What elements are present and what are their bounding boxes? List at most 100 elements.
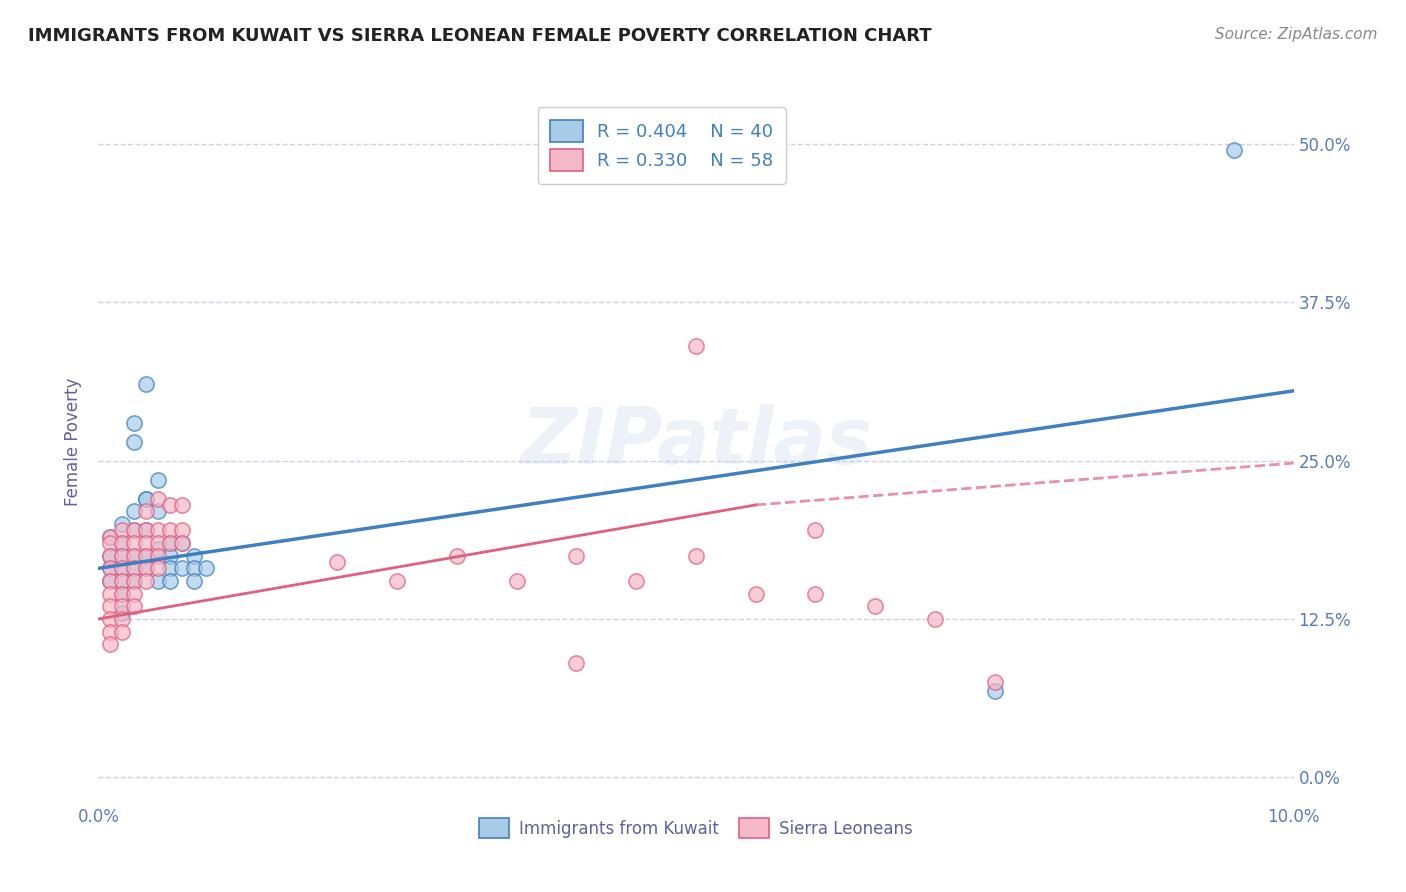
Point	[1223, 143, 1246, 157]
Point	[111, 574, 134, 588]
Point	[111, 599, 134, 614]
Point	[685, 339, 707, 353]
Point	[148, 561, 170, 575]
Point	[124, 504, 146, 518]
Point	[148, 542, 170, 557]
Text: Source: ZipAtlas.com: Source: ZipAtlas.com	[1215, 27, 1378, 42]
Point	[111, 574, 134, 588]
Point	[111, 606, 134, 620]
Point	[135, 491, 157, 506]
Point	[111, 549, 134, 563]
Point	[124, 587, 146, 601]
Point	[626, 574, 648, 588]
Point	[148, 473, 170, 487]
Y-axis label: Female Poverty: Female Poverty	[65, 377, 83, 506]
Point	[98, 574, 122, 588]
Point	[565, 549, 588, 563]
Point	[98, 561, 122, 575]
Point	[172, 536, 194, 550]
Point	[148, 491, 170, 506]
Point	[135, 491, 157, 506]
Point	[159, 574, 181, 588]
Point	[98, 530, 122, 544]
Point	[124, 561, 146, 575]
Point	[98, 549, 122, 563]
Point	[111, 536, 134, 550]
Point	[98, 587, 122, 601]
Point	[111, 587, 134, 601]
Point	[135, 523, 157, 537]
Point	[111, 561, 134, 575]
Point	[172, 523, 194, 537]
Point	[111, 587, 134, 601]
Point	[159, 561, 181, 575]
Point	[865, 599, 887, 614]
Text: IMMIGRANTS FROM KUWAIT VS SIERRA LEONEAN FEMALE POVERTY CORRELATION CHART: IMMIGRANTS FROM KUWAIT VS SIERRA LEONEAN…	[28, 27, 932, 45]
Point	[98, 549, 122, 563]
Point	[135, 504, 157, 518]
Point	[148, 549, 170, 563]
Point	[111, 561, 134, 575]
Point	[98, 637, 122, 651]
Point	[135, 549, 157, 563]
Point	[159, 498, 181, 512]
Point	[159, 536, 181, 550]
Point	[446, 549, 468, 563]
Point	[111, 523, 134, 537]
Point	[172, 561, 194, 575]
Point	[183, 561, 205, 575]
Point	[159, 549, 181, 563]
Point	[98, 612, 122, 626]
Point	[685, 549, 707, 563]
Point	[159, 523, 181, 537]
Point	[124, 574, 146, 588]
Point	[385, 574, 409, 588]
Point	[565, 657, 588, 671]
Text: ZIPatlas: ZIPatlas	[520, 403, 872, 480]
Point	[124, 549, 146, 563]
Point	[135, 549, 157, 563]
Point	[124, 574, 146, 588]
Point	[111, 549, 134, 563]
Point	[159, 536, 181, 550]
Point	[124, 549, 146, 563]
Point	[506, 574, 529, 588]
Point	[172, 536, 194, 550]
Point	[111, 516, 134, 531]
Point	[98, 624, 122, 639]
Point	[111, 624, 134, 639]
Point	[124, 599, 146, 614]
Point	[135, 574, 157, 588]
Point	[172, 498, 194, 512]
Point	[98, 574, 122, 588]
Point	[124, 536, 146, 550]
Point	[745, 587, 768, 601]
Point	[124, 434, 146, 449]
Point	[924, 612, 946, 626]
Point	[148, 574, 170, 588]
Legend: Immigrants from Kuwait, Sierra Leoneans: Immigrants from Kuwait, Sierra Leoneans	[472, 812, 920, 845]
Point	[148, 523, 170, 537]
Point	[111, 536, 134, 550]
Point	[984, 675, 1007, 690]
Point	[804, 587, 827, 601]
Point	[98, 536, 122, 550]
Point	[135, 523, 157, 537]
Point	[148, 536, 170, 550]
Point	[148, 504, 170, 518]
Point	[124, 416, 146, 430]
Point	[326, 555, 349, 569]
Point	[183, 574, 205, 588]
Point	[98, 599, 122, 614]
Point	[135, 377, 157, 392]
Point	[111, 612, 134, 626]
Point	[124, 561, 146, 575]
Point	[984, 684, 1007, 698]
Point	[135, 536, 157, 550]
Point	[804, 523, 827, 537]
Point	[135, 561, 157, 575]
Point	[98, 561, 122, 575]
Point	[195, 561, 218, 575]
Point	[135, 561, 157, 575]
Point	[98, 530, 122, 544]
